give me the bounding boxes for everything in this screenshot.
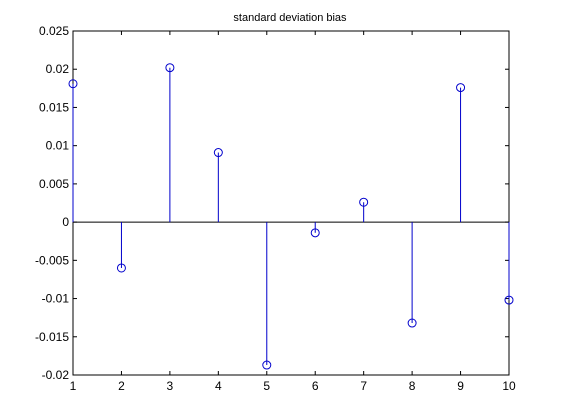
y-tick-label: 0.01 — [46, 139, 70, 153]
stem-marker — [359, 197, 369, 207]
stems — [72, 67, 510, 366]
y-tick-label: -0.01 — [42, 292, 70, 306]
y-tick-label: 0.02 — [46, 62, 70, 76]
stem-marker — [456, 83, 466, 93]
x-tick-label: 1 — [70, 379, 77, 393]
chart-title: standard deviation bias — [233, 12, 347, 24]
stem-marker — [262, 360, 272, 370]
stem-marker — [165, 63, 175, 73]
axes — [72, 30, 510, 376]
stem-marker — [504, 295, 514, 305]
y-tick-label: 0.005 — [39, 177, 69, 191]
stem-marker — [116, 263, 126, 273]
x-tick-label: 5 — [263, 379, 270, 393]
stem-marker — [407, 318, 417, 328]
y-tick-label: 0.025 — [39, 24, 69, 38]
y-tick-label: -0.02 — [42, 368, 70, 382]
plot-box — [72, 30, 510, 376]
x-tick-label: 10 — [502, 379, 516, 393]
y-tick-label: 0 — [62, 215, 69, 229]
y-tick-label: 0.015 — [39, 100, 69, 114]
x-tick-label: 3 — [167, 379, 174, 393]
stem-marker — [68, 79, 78, 89]
y-tick-label: -0.015 — [35, 330, 69, 344]
x-tick-label: 6 — [312, 379, 319, 393]
markers — [68, 63, 514, 370]
x-tick-label: 4 — [215, 379, 222, 393]
stem-marker — [213, 148, 223, 158]
x-tick-label: 2 — [118, 379, 125, 393]
ticks: 0.025 0.02 0.015 0.01 0.005 0 -0.005 -0.01 -0.01… — [35, 24, 516, 393]
x-tick-label: 8 — [409, 379, 416, 393]
y-tick-label: -0.005 — [35, 253, 69, 267]
stem-marker — [310, 228, 320, 238]
x-tick-label: 7 — [360, 379, 367, 393]
x-tick-label: 9 — [457, 379, 464, 393]
